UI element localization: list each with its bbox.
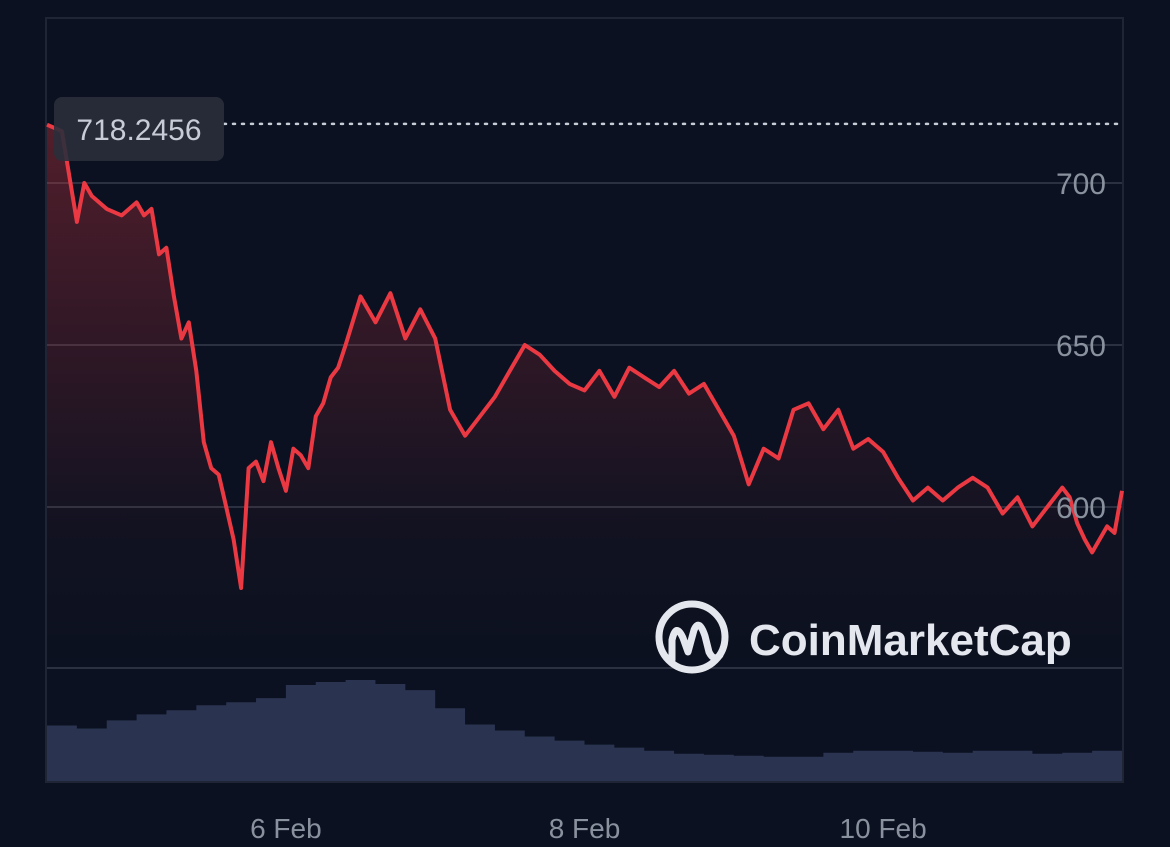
volume-area [47,680,1122,781]
coinmarketcap-logo-icon [655,600,729,674]
x-tick-label-1: 8 Feb [549,813,621,844]
last-price-badge-bg [54,97,224,161]
y-tick-label-650: 650 [1056,330,1106,363]
last-price-label: 718.2456 [76,114,201,147]
price-area-fill [47,124,1122,668]
x-tick-label-2: 10 Feb [840,813,927,844]
x-tick-label-0: 6 Feb [250,813,322,844]
coinmarketcap-watermark: CoinMarketCap [655,600,1072,674]
price-series[interactable] [46,122,1124,668]
y-tick-label-700: 700 [1056,168,1106,201]
price-line[interactable] [46,122,1124,590]
last-price-badge: 718.2456 [54,97,224,161]
y-axis: 600 650 700 [1056,168,1106,525]
plot-frame [45,17,1124,783]
x-axis: 6 Feb 8 Feb 10 Feb [250,813,927,844]
watermark-label: CoinMarketCap [749,616,1072,665]
volume-series [47,680,1122,781]
y-tick-label-600: 600 [1056,492,1106,525]
